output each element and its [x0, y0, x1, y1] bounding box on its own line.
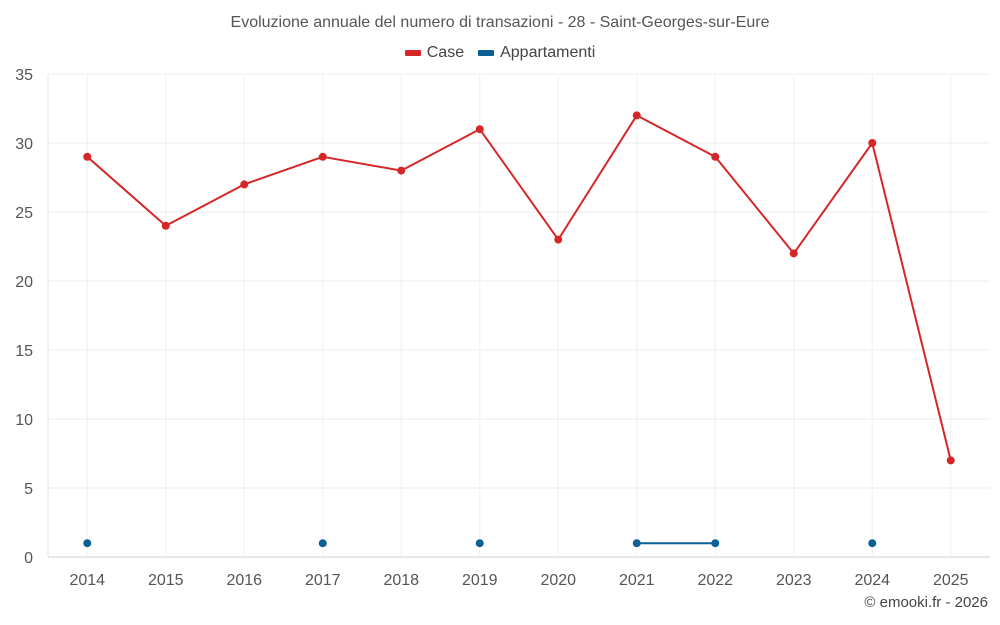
data-point-appartamenti[interactable] [711, 539, 720, 548]
legend: Case Appartamenti [0, 44, 1000, 62]
x-tick-label: 2017 [305, 572, 341, 589]
series-line-case [86, 155, 167, 227]
data-point-case[interactable] [83, 152, 92, 161]
legend-item-appartamenti[interactable]: Appartamenti [478, 44, 595, 62]
y-tick-label: 35 [15, 67, 33, 84]
chart-title: Evoluzione annuale del numero di transaz… [230, 14, 770, 31]
data-point-case[interactable] [632, 111, 641, 120]
series-line-case [635, 114, 717, 158]
x-tick-label: 2015 [148, 572, 184, 589]
y-tick-label: 5 [24, 481, 33, 498]
x-tick-label: 2023 [776, 572, 812, 589]
series-line-case [714, 155, 795, 255]
series-line-case [243, 155, 324, 186]
series-line-case [557, 114, 638, 241]
series-line-case [871, 142, 952, 462]
data-point-case[interactable] [475, 125, 484, 134]
y-tick-label: 10 [15, 412, 33, 429]
data-point-case[interactable] [161, 221, 170, 230]
data-point-appartamenti[interactable] [83, 539, 92, 548]
y-tick-label: 25 [15, 205, 33, 222]
y-tick-label: 20 [15, 274, 33, 291]
legend-swatch-appartamenti [478, 50, 495, 56]
x-tick-label: 2014 [69, 572, 105, 589]
y-tick-label: 15 [15, 343, 33, 360]
credit-text: © emooki.fr - 2026 [864, 594, 988, 611]
y-tick-label: 30 [15, 136, 33, 153]
data-point-appartamenti[interactable] [632, 539, 641, 548]
series-line-case [792, 142, 874, 255]
data-point-case[interactable] [240, 180, 249, 189]
x-tick-label: 2025 [933, 572, 969, 589]
x-tick-label: 2018 [383, 572, 419, 589]
series-line-case [478, 128, 560, 241]
data-point-case[interactable] [868, 139, 877, 147]
x-tick-label: 2020 [540, 572, 576, 589]
y-tick-label: 0 [24, 550, 33, 567]
data-point-case[interactable] [946, 456, 955, 465]
x-tick-label: 2024 [854, 572, 890, 589]
legend-swatch-case [404, 50, 421, 56]
data-point-appartamenti[interactable] [868, 539, 877, 548]
legend-label-appartamenti: Appartamenti [500, 44, 596, 61]
legend-label-case: Case [426, 44, 465, 61]
series-line-case [321, 155, 403, 172]
data-point-case[interactable] [711, 152, 720, 161]
x-tick-label: 2022 [697, 572, 733, 589]
data-point-case[interactable] [554, 235, 563, 244]
x-tick-label: 2021 [619, 572, 655, 589]
series-line-case [164, 183, 246, 227]
x-tick-label: 2019 [462, 572, 498, 589]
series-line-case [400, 128, 481, 172]
data-point-case[interactable] [397, 166, 406, 175]
data-point-case[interactable] [789, 249, 798, 258]
data-point-case[interactable] [318, 152, 327, 161]
data-point-appartamenti[interactable] [475, 539, 484, 548]
data-point-appartamenti[interactable] [318, 539, 327, 548]
x-tick-label: 2016 [226, 572, 262, 589]
legend-item-case[interactable]: Case [404, 44, 465, 62]
